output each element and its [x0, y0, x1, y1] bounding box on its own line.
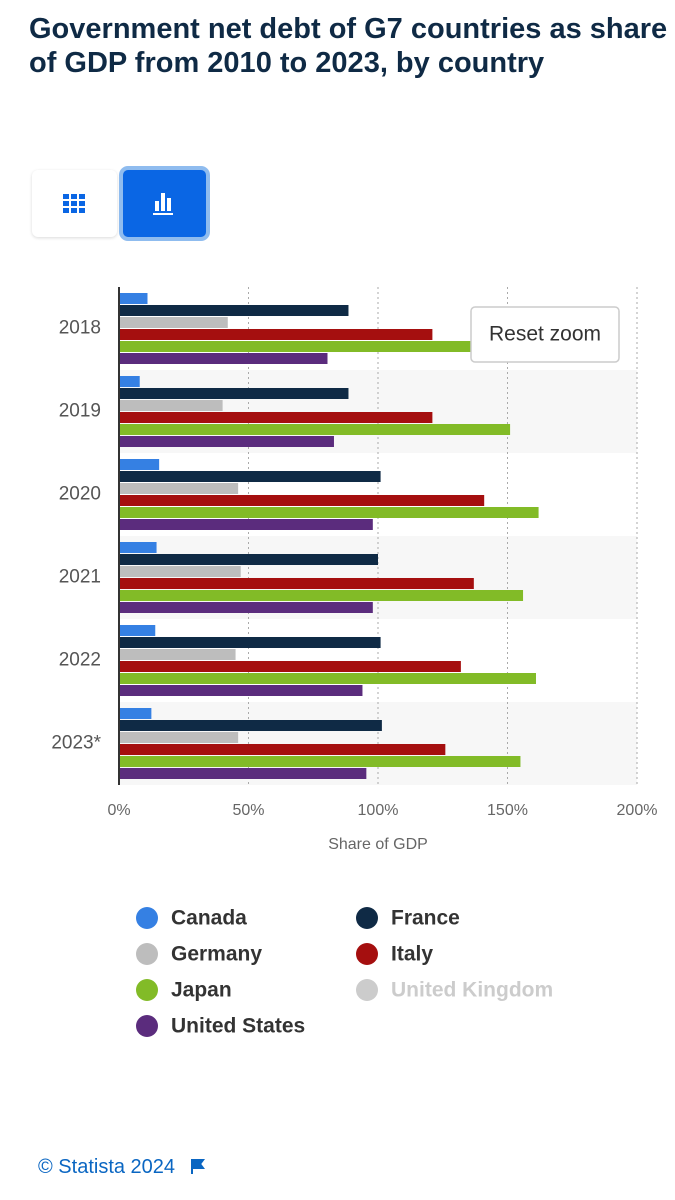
legend-item[interactable]: United Kingdom	[356, 979, 553, 1002]
legend-swatch	[356, 979, 378, 1001]
bar	[119, 507, 539, 518]
legend-item[interactable]: United States	[136, 1015, 305, 1038]
bar	[119, 744, 446, 755]
bar	[119, 495, 485, 506]
flag-icon	[190, 1159, 205, 1174]
bar	[119, 578, 474, 589]
bar	[119, 566, 241, 577]
legend-swatch	[356, 907, 378, 929]
bar	[119, 590, 524, 601]
legend-label: France	[391, 907, 460, 930]
x-axis-title: Share of GDP	[328, 836, 428, 853]
bar	[119, 412, 433, 423]
legend-label: United Kingdom	[391, 979, 553, 1002]
bar	[119, 542, 157, 553]
bar	[119, 305, 349, 316]
bar	[119, 602, 373, 613]
legend-item[interactable]: Japan	[136, 979, 232, 1002]
legend-swatch	[136, 907, 158, 929]
legend-item[interactable]: Germany	[136, 943, 262, 966]
legend-label: Germany	[171, 943, 262, 966]
bar	[119, 471, 381, 482]
chart: 0% 50% 100% 150% 200% Share of GDP 2018 2019 202…	[51, 287, 658, 1038]
bar	[119, 649, 236, 660]
y-tick-label: 2019	[59, 401, 101, 422]
y-tick-label: 2018	[59, 318, 101, 339]
reset-zoom-label: Reset zoom	[489, 323, 601, 346]
legend-label: Italy	[391, 943, 433, 966]
legend-swatch	[136, 943, 158, 965]
chart-view-button[interactable]	[119, 166, 210, 241]
bar	[119, 625, 156, 636]
bar	[119, 317, 228, 328]
bar	[119, 353, 328, 364]
legend-swatch	[356, 943, 378, 965]
bar	[119, 388, 349, 399]
bar	[119, 673, 536, 684]
x-tick-label: 0%	[107, 802, 130, 819]
table-icon	[63, 194, 85, 213]
legend-item[interactable]: Canada	[136, 907, 247, 930]
x-tick-label: 150%	[487, 802, 528, 819]
chart-title: Government net debt of G7 countries as s…	[29, 13, 668, 79]
bar	[119, 732, 239, 743]
bar	[119, 459, 160, 470]
bar	[119, 637, 381, 648]
footer-text: © Statista 2024	[38, 1156, 176, 1178]
legend-item[interactable]: Italy	[356, 943, 433, 966]
legend-label: Japan	[171, 979, 232, 1002]
legend-label: United States	[171, 1015, 305, 1038]
bar	[119, 376, 140, 387]
reset-zoom-box	[470, 306, 620, 363]
bar	[119, 293, 148, 304]
y-tick-label: 2022	[59, 650, 101, 671]
bar	[119, 341, 508, 352]
reset-zoom-button[interactable]: Reset zoom	[470, 306, 620, 363]
table-view-button[interactable]	[32, 170, 117, 237]
y-tick-label: 2021	[59, 567, 101, 588]
bar	[119, 519, 373, 530]
x-tick-label: 100%	[358, 802, 399, 819]
legend-swatch	[136, 1015, 158, 1037]
footer[interactable]: © Statista 2024	[38, 1156, 207, 1179]
bar	[119, 400, 223, 411]
bar	[119, 768, 367, 779]
bar	[119, 483, 239, 494]
bar	[119, 708, 152, 719]
chart-icon	[153, 193, 173, 215]
bar	[119, 661, 461, 672]
bar	[119, 329, 433, 340]
legend-swatch	[136, 979, 158, 1001]
y-tick-label: 2020	[59, 484, 101, 505]
bar	[119, 436, 334, 447]
bar	[119, 685, 363, 696]
legend-label: Canada	[171, 907, 247, 930]
x-tick-label: 200%	[617, 802, 658, 819]
y-tick-label: 2023*	[51, 733, 101, 754]
bar	[119, 424, 511, 435]
bar	[119, 720, 382, 731]
legend-item[interactable]: France	[356, 907, 460, 930]
bar	[119, 756, 521, 767]
bar	[119, 554, 378, 565]
x-tick-label: 50%	[232, 802, 264, 819]
